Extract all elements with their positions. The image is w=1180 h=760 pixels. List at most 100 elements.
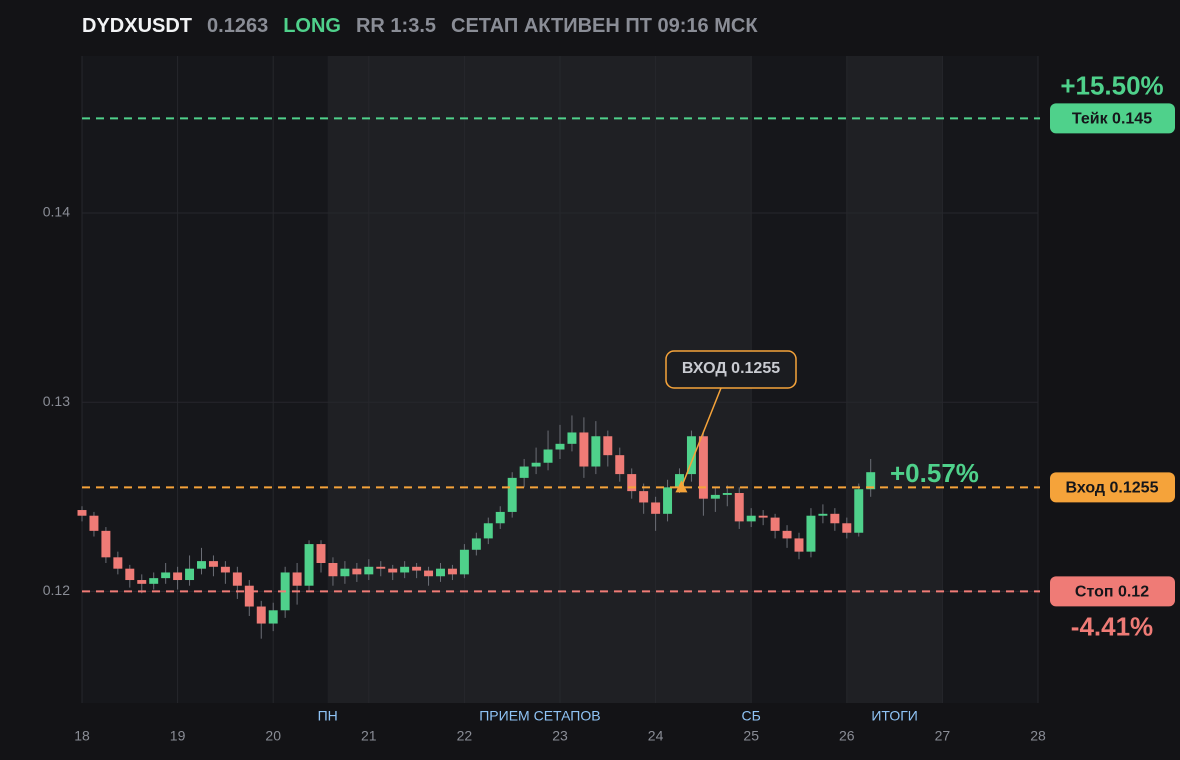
candle-body (854, 489, 864, 533)
candle-body (806, 515, 816, 552)
level-change: +0.57% (890, 458, 979, 488)
candle-body (316, 544, 326, 564)
candle-body (352, 568, 362, 575)
x-tick-label: 19 (170, 728, 186, 744)
header: DYDXUSDT 0.1263 LONG RR 1:3.5 СЕТАП АКТИ… (82, 15, 758, 38)
candle-body (770, 517, 780, 531)
candle-body (268, 610, 278, 624)
candle-body (746, 515, 756, 522)
risk-reward: RR 1:3.5 (355, 15, 436, 37)
candle-body (113, 557, 123, 569)
candle-body (424, 570, 434, 577)
annotation-box (665, 350, 797, 389)
candle-body (137, 580, 147, 584)
x-tick-label: 18 (74, 728, 90, 744)
candle-body (627, 474, 637, 492)
candle-body (220, 566, 230, 573)
level-tag (1050, 576, 1175, 607)
candle-body (376, 566, 386, 569)
candle-body (328, 563, 338, 577)
candle-body (447, 568, 457, 575)
candle-body (173, 572, 183, 581)
candle-body (77, 510, 87, 516)
level-label: Тейк 0.145 (1072, 111, 1152, 128)
candle-body (161, 572, 171, 579)
candle-body (675, 474, 684, 488)
y-tick-label: 0.13 (43, 393, 70, 409)
level-label: Вход 0.1255 (1066, 480, 1159, 497)
candle-body (149, 578, 159, 584)
candle-body (232, 572, 242, 586)
candle-body (256, 606, 266, 624)
candle-body (567, 432, 577, 444)
x-tick-label: 24 (648, 728, 664, 744)
symbol: DYDXUSDT (82, 15, 193, 37)
candle-body (555, 443, 565, 450)
session-label: ПН (318, 708, 338, 724)
session-label: ПРИЕМ СЕТАПОВ (479, 708, 600, 724)
x-tick-label: 21 (361, 728, 377, 744)
candle-body (531, 462, 541, 467)
candle-body (304, 544, 314, 586)
candle-body (782, 530, 792, 539)
candle-body (197, 561, 206, 569)
status: СЕТАП АКТИВЕН ПТ 09:16 МСК (451, 15, 758, 37)
candle-body (507, 477, 517, 512)
x-tick-label: 23 (552, 728, 568, 744)
price: 0.1263 (207, 15, 269, 37)
candle-body (364, 566, 374, 575)
candle-body (579, 432, 589, 467)
candle-body (710, 494, 720, 499)
candle-body (698, 436, 708, 499)
candle-body (101, 530, 111, 558)
candle-body (495, 511, 505, 524)
candle-body (758, 515, 768, 518)
side: LONG (283, 15, 341, 37)
candle-body (244, 585, 254, 607)
candle-body (663, 487, 673, 514)
candle-body (388, 568, 398, 573)
candle-body (185, 568, 195, 581)
session-band (846, 56, 943, 703)
candle-body (400, 566, 410, 573)
x-tick-label: 27 (935, 728, 951, 744)
y-tick-label: 0.12 (43, 582, 70, 598)
candle-body (208, 561, 218, 567)
candle-body (603, 436, 613, 456)
level-label: Стоп 0.12 (1075, 584, 1149, 601)
annotation-label: ВХОД 0.1255 (682, 360, 780, 377)
x-tick-label: 26 (839, 728, 855, 744)
candle-body (471, 538, 481, 550)
candle-body (722, 493, 732, 495)
candle-body (651, 502, 661, 514)
candle-body (89, 515, 99, 531)
candle-body (686, 436, 696, 475)
entry-marker (675, 480, 688, 493)
candle-body (125, 568, 135, 581)
candle-body (292, 572, 302, 586)
candle-body (543, 449, 553, 463)
level-change: -4.41% (1071, 611, 1153, 641)
candle-body (794, 538, 804, 552)
candle-body (734, 493, 744, 522)
level-change: +15.50% (1060, 70, 1163, 100)
candle-body (519, 466, 529, 478)
x-tick-label: 25 (743, 728, 759, 744)
candle-body (436, 568, 445, 577)
annotation-leader (680, 387, 722, 488)
candle-body (483, 523, 493, 539)
x-tick-label: 28 (1030, 728, 1046, 744)
session-label: ИТОГИ (871, 708, 918, 724)
candle-body (412, 566, 422, 571)
level-tag (1050, 103, 1175, 134)
candle-body (842, 523, 852, 533)
candle-body (340, 568, 350, 577)
x-tick-label: 22 (457, 728, 473, 744)
candle-body (591, 436, 601, 467)
candle-body (639, 491, 649, 503)
candle-body (818, 513, 828, 516)
x-tick-label: 20 (265, 728, 281, 744)
candle-body (459, 549, 469, 575)
